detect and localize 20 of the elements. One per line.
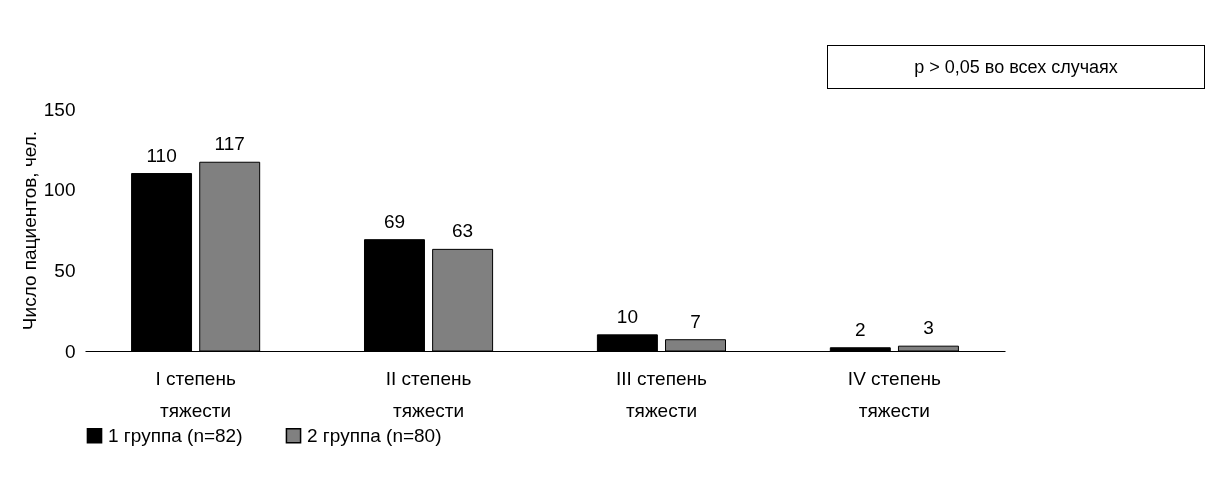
data-label: 63 xyxy=(452,220,474,242)
x-tick-label: III степень тяжести xyxy=(615,367,708,421)
y-tick-label: 0 xyxy=(64,340,76,362)
y-axis-title: Число пациентов, чел. xyxy=(18,130,40,331)
data-label: 2 xyxy=(855,318,866,340)
legend-label: 1 группа (n=82) xyxy=(108,424,243,446)
legend-label: 2 группа (n=80) xyxy=(307,424,442,446)
data-label: 3 xyxy=(923,317,934,339)
data-label: 69 xyxy=(383,210,406,232)
data-label: 117 xyxy=(214,133,245,155)
y-tick-label: 100 xyxy=(43,179,76,201)
x-tick-label: I степень тяжести xyxy=(155,367,236,421)
data-label: 7 xyxy=(690,310,701,332)
y-tick-label: 150 xyxy=(43,98,76,120)
data-label: 110 xyxy=(146,144,177,166)
x-tick-label: IV степень тяжести xyxy=(847,367,941,421)
x-tick-label: II степень тяжести xyxy=(385,367,472,421)
text: p > 0,05 во всех случаях xyxy=(827,45,1205,89)
data-label: 10 xyxy=(616,305,638,327)
y-tick-label: 50 xyxy=(54,259,76,281)
